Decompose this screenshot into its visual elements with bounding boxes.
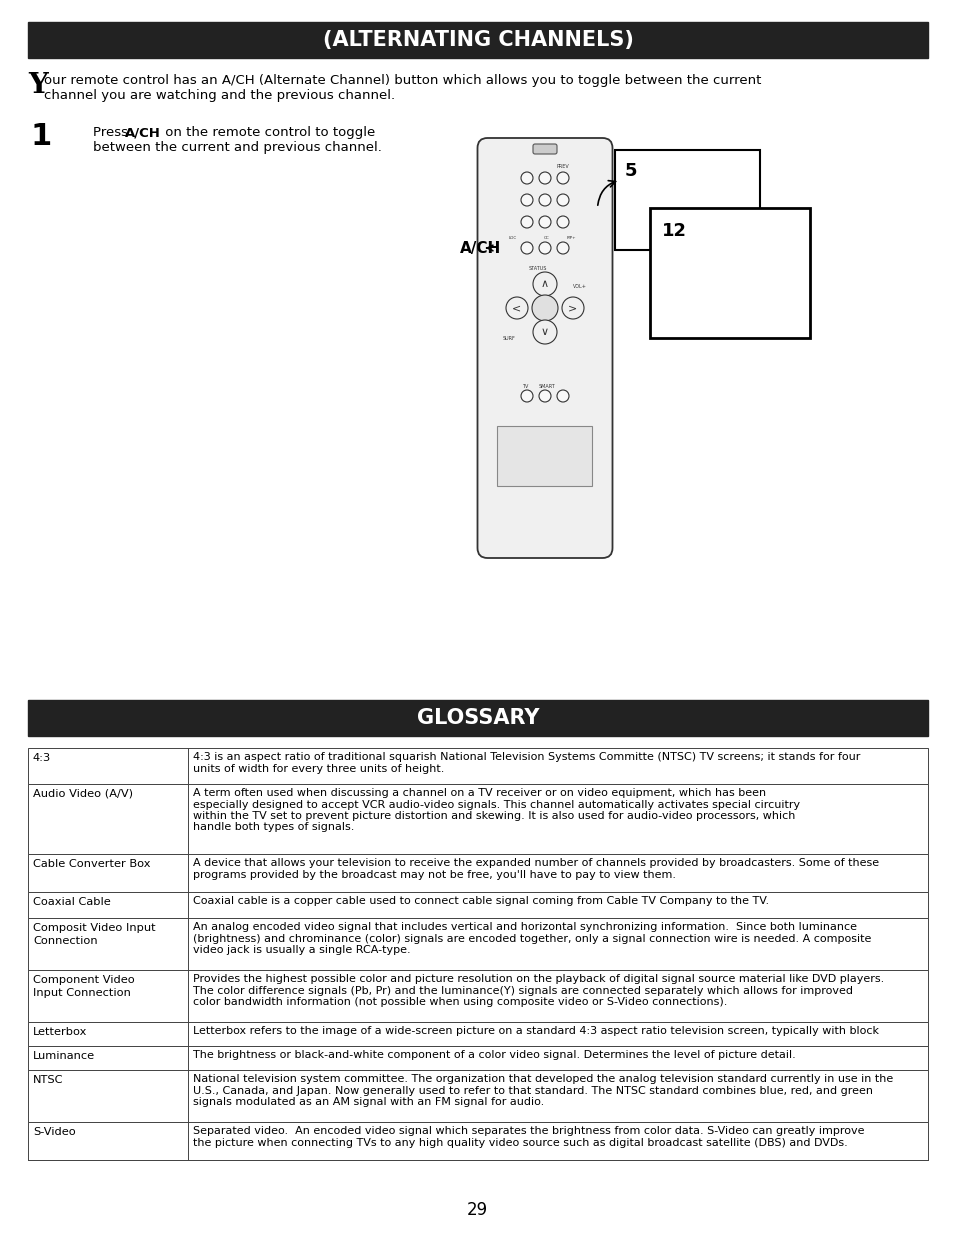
- Text: units of width for every three units of height.: units of width for every three units of …: [193, 763, 444, 773]
- Circle shape: [557, 172, 568, 184]
- Bar: [28, 969, 927, 1023]
- Text: A/CH: A/CH: [125, 126, 161, 140]
- Text: Component Video: Component Video: [33, 974, 134, 986]
- Bar: [28, 892, 927, 918]
- Text: U.S., Canada, and Japan. Now generally used to refer to that standard. The NTSC : U.S., Canada, and Japan. Now generally u…: [193, 1086, 872, 1095]
- Bar: [28, 700, 927, 736]
- Text: Luminance: Luminance: [33, 1051, 95, 1061]
- Text: ∧: ∧: [540, 279, 549, 289]
- Text: A term often used when discussing a channel on a TV receiver or on video equipme: A term often used when discussing a chan…: [193, 788, 765, 798]
- Text: (brightness) and chrominance (color) signals are encoded together, only a signal: (brightness) and chrominance (color) sig…: [193, 934, 870, 944]
- Text: >: >: [568, 303, 577, 312]
- Circle shape: [505, 296, 527, 319]
- Text: the picture when connecting TVs to any high quality video source such as digital: the picture when connecting TVs to any h…: [193, 1137, 847, 1147]
- Bar: [615, 149, 760, 249]
- Bar: [28, 853, 927, 892]
- Text: Letterbox refers to the image of a wide-screen picture on a standard 4:3 aspect : Letterbox refers to the image of a wide-…: [193, 1026, 878, 1036]
- Text: our remote control has an A/CH (Alternate Channel) button which allows you to to: our remote control has an A/CH (Alternat…: [44, 74, 760, 86]
- Text: 1: 1: [30, 122, 52, 151]
- Text: Coaxial cable is a copper cable used to connect cable signal coming from Cable T: Coaxial cable is a copper cable used to …: [193, 897, 768, 906]
- Text: NTSC: NTSC: [33, 1074, 64, 1086]
- Text: Separated video.  An encoded video signal which separates the brightness from co: Separated video. An encoded video signal…: [193, 1126, 863, 1136]
- Text: video jack is usually a single RCA-type.: video jack is usually a single RCA-type.: [193, 945, 410, 955]
- Text: Press: Press: [92, 126, 132, 140]
- Text: 29: 29: [466, 1200, 487, 1219]
- Circle shape: [538, 390, 551, 403]
- Text: programs provided by the broadcast may not be free, you'll have to pay to view t: programs provided by the broadcast may n…: [193, 869, 676, 879]
- Text: A device that allows your television to receive the expanded number of channels : A device that allows your television to …: [193, 858, 879, 868]
- Text: TV: TV: [521, 384, 528, 389]
- FancyBboxPatch shape: [533, 144, 557, 154]
- Bar: [28, 1070, 927, 1123]
- Text: between the current and previous channel.: between the current and previous channel…: [92, 141, 381, 154]
- Text: Composit Video Input: Composit Video Input: [33, 923, 155, 932]
- Text: <: <: [512, 303, 521, 312]
- Bar: [28, 22, 927, 58]
- Text: Letterbox: Letterbox: [33, 1028, 88, 1037]
- Text: handle both types of signals.: handle both types of signals.: [193, 823, 354, 832]
- Bar: [28, 1123, 927, 1160]
- Text: (ALTERNATING CHANNELS): (ALTERNATING CHANNELS): [322, 30, 633, 49]
- Text: National television system committee. The organization that developed the analog: National television system committee. Th…: [193, 1074, 892, 1084]
- Text: signals modulated as an AM signal with an FM signal for audio.: signals modulated as an AM signal with a…: [193, 1097, 543, 1107]
- Text: Y: Y: [28, 72, 48, 99]
- Circle shape: [561, 296, 583, 319]
- Text: Connection: Connection: [33, 936, 97, 946]
- Circle shape: [538, 242, 551, 254]
- Circle shape: [538, 194, 551, 206]
- Circle shape: [520, 390, 533, 403]
- Text: An analog encoded video signal that includes vertical and horizontal synchronizi: An analog encoded video signal that incl…: [193, 923, 856, 932]
- Text: 4:3: 4:3: [33, 753, 51, 763]
- Text: 12: 12: [661, 222, 686, 240]
- Circle shape: [520, 194, 533, 206]
- Circle shape: [557, 216, 568, 228]
- Bar: [28, 918, 927, 969]
- Bar: [28, 1023, 927, 1046]
- Circle shape: [520, 242, 533, 254]
- Text: Cable Converter Box: Cable Converter Box: [33, 860, 151, 869]
- Bar: [649, 207, 809, 338]
- Text: 5: 5: [624, 162, 637, 180]
- Text: channel you are watching and the previous channel.: channel you are watching and the previou…: [44, 89, 395, 103]
- Circle shape: [532, 295, 558, 321]
- Bar: [497, 426, 592, 487]
- Text: A/CH: A/CH: [459, 242, 500, 257]
- Text: The brightness or black-and-white component of a color video signal. Determines : The brightness or black-and-white compon…: [193, 1050, 795, 1060]
- Circle shape: [520, 216, 533, 228]
- Bar: [28, 784, 927, 853]
- Text: PREV: PREV: [556, 163, 569, 168]
- Text: VOL+: VOL+: [573, 284, 586, 289]
- Circle shape: [557, 242, 568, 254]
- Circle shape: [538, 216, 551, 228]
- Text: PIP+: PIP+: [565, 236, 576, 240]
- Text: CC: CC: [543, 236, 549, 240]
- Text: color bandwidth information (not possible when using composite video or S-Video : color bandwidth information (not possibl…: [193, 997, 726, 1007]
- Text: ∨: ∨: [540, 327, 549, 337]
- Text: S-Video: S-Video: [33, 1128, 75, 1137]
- Circle shape: [533, 320, 557, 345]
- Text: LOC: LOC: [508, 236, 517, 240]
- Text: SMART: SMART: [538, 384, 555, 389]
- Text: 4:3 is an aspect ratio of traditional squarish National Television Systems Commi: 4:3 is an aspect ratio of traditional sq…: [193, 752, 860, 762]
- Text: on the remote control to toggle: on the remote control to toggle: [161, 126, 375, 140]
- Circle shape: [520, 172, 533, 184]
- Circle shape: [557, 390, 568, 403]
- Text: Provides the highest possible color and picture resolution on the playback of di: Provides the highest possible color and …: [193, 974, 883, 984]
- FancyBboxPatch shape: [477, 138, 612, 558]
- Circle shape: [533, 272, 557, 296]
- Bar: [28, 1046, 927, 1070]
- Text: The color difference signals (Pb, Pr) and the luminance(Y) signals are connected: The color difference signals (Pb, Pr) an…: [193, 986, 852, 995]
- Text: especially designed to accept VCR audio-video signals. This channel automaticall: especially designed to accept VCR audio-…: [193, 799, 800, 809]
- Text: Audio Video (A/V): Audio Video (A/V): [33, 789, 132, 799]
- Circle shape: [557, 194, 568, 206]
- Text: within the TV set to prevent picture distortion and skewing. It is also used for: within the TV set to prevent picture dis…: [193, 811, 795, 821]
- Text: Coaxial Cable: Coaxial Cable: [33, 897, 111, 906]
- Circle shape: [538, 172, 551, 184]
- Bar: [28, 748, 927, 784]
- Text: SURF: SURF: [502, 336, 515, 341]
- FancyArrowPatch shape: [598, 180, 615, 205]
- Text: Input Connection: Input Connection: [33, 988, 131, 998]
- Text: STATUS: STATUS: [529, 266, 547, 270]
- Text: GLOSSARY: GLOSSARY: [416, 708, 538, 727]
